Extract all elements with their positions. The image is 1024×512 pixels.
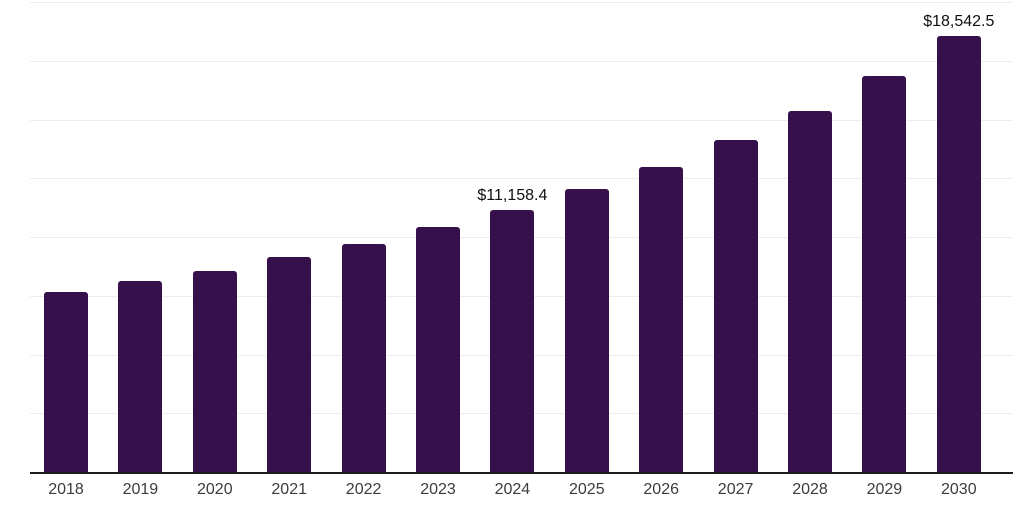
bar-2030[interactable] <box>936 36 981 472</box>
bar-2025[interactable] <box>564 189 609 472</box>
bar-2023[interactable] <box>416 227 460 472</box>
bar-2021[interactable] <box>267 257 312 472</box>
x-axis-label-2030: 2030 <box>941 481 977 498</box>
bar-2028[interactable] <box>788 110 832 472</box>
gridline <box>30 178 1013 180</box>
x-axis-label-2025: 2025 <box>569 481 605 498</box>
x-axis-label-2028: 2028 <box>792 481 828 498</box>
gridline <box>30 119 1013 121</box>
x-axis-label-2026: 2026 <box>643 481 679 498</box>
bar-2026[interactable] <box>639 167 684 472</box>
bar-2027[interactable] <box>713 140 758 472</box>
bar-2022[interactable] <box>341 244 386 472</box>
x-axis-label-2022: 2022 <box>345 481 382 498</box>
gridline <box>30 2 1013 3</box>
x-axis-label-2019: 2019 <box>122 481 159 498</box>
value-label-2030: $18,542.5 <box>923 13 995 31</box>
bar-2029[interactable] <box>862 76 907 472</box>
bar-2024[interactable] <box>490 209 535 472</box>
x-axis-label-2020: 2020 <box>197 481 233 498</box>
x-axis-label-2024: 2024 <box>494 481 531 498</box>
gridline <box>30 60 1013 62</box>
x-axis-label-2021: 2021 <box>271 481 307 498</box>
value-label-2024: $11,158.4 <box>477 186 548 204</box>
x-axis-labels: 2018 2019 2020 2021 2022 2023 2024 2025 2026 2027… <box>30 480 1013 504</box>
x-axis-label-2029: 2029 <box>866 481 903 498</box>
plot-area: $11,158.4 $18,542.5 <box>30 2 1013 474</box>
x-axis-label-2027: 2027 <box>717 481 754 498</box>
bar-2019[interactable] <box>118 281 163 472</box>
x-axis-label-2023: 2023 <box>420 481 456 498</box>
bar-2020[interactable] <box>192 270 237 472</box>
bar-2018[interactable] <box>44 291 88 472</box>
x-axis-label-2018: 2018 <box>48 481 84 498</box>
